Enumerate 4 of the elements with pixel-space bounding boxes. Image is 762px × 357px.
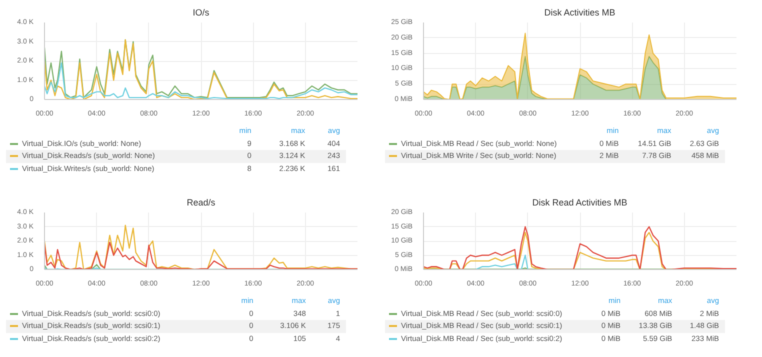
- chart-title: IO/s: [192, 8, 210, 18]
- chart-title: Read/s: [186, 197, 216, 208]
- chart-title: Disk Read Activities MB: [532, 197, 628, 208]
- chart-title: Disk Activities MB: [544, 8, 616, 18]
